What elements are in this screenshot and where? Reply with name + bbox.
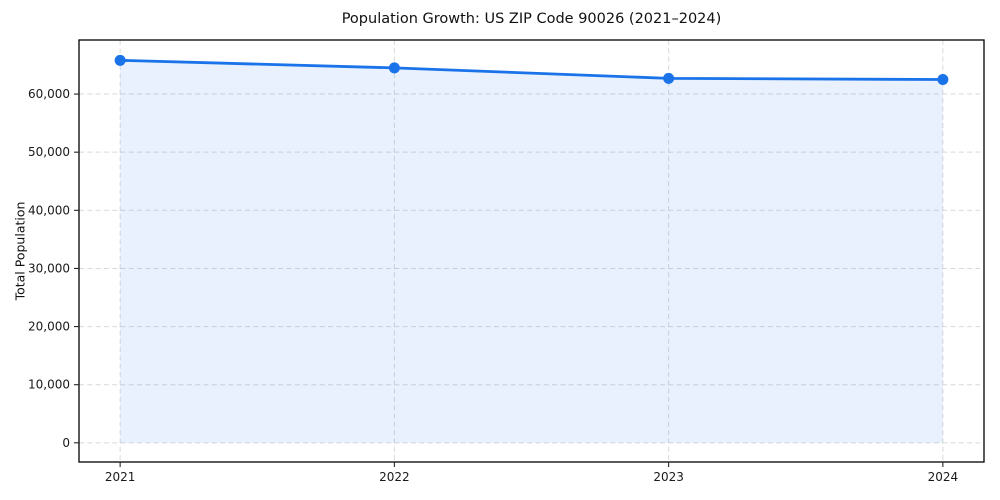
x-tick-label: 2023	[653, 470, 684, 484]
y-tick-label: 10,000	[28, 378, 70, 392]
x-tick-label: 2024	[928, 470, 959, 484]
y-tick-label: 0	[62, 436, 70, 450]
data-point-marker	[388, 62, 400, 74]
data-point-marker	[937, 74, 949, 86]
data-point-marker	[114, 54, 126, 66]
x-tick-label: 2021	[105, 470, 136, 484]
chart-title: Population Growth: US ZIP Code 90026 (20…	[341, 11, 722, 27]
data-point-marker	[663, 72, 675, 84]
y-tick-label: 40,000	[28, 203, 70, 217]
y-tick-label: 50,000	[28, 145, 70, 159]
plot-frame	[78, 39, 985, 463]
y-tick-label: 20,000	[28, 320, 70, 334]
series-line	[118, 58, 945, 81]
y-tick-label: 60,000	[28, 87, 70, 101]
x-tick-label: 2022	[379, 470, 410, 484]
area-fill	[120, 60, 943, 443]
y-tick-label: 30,000	[28, 261, 70, 275]
